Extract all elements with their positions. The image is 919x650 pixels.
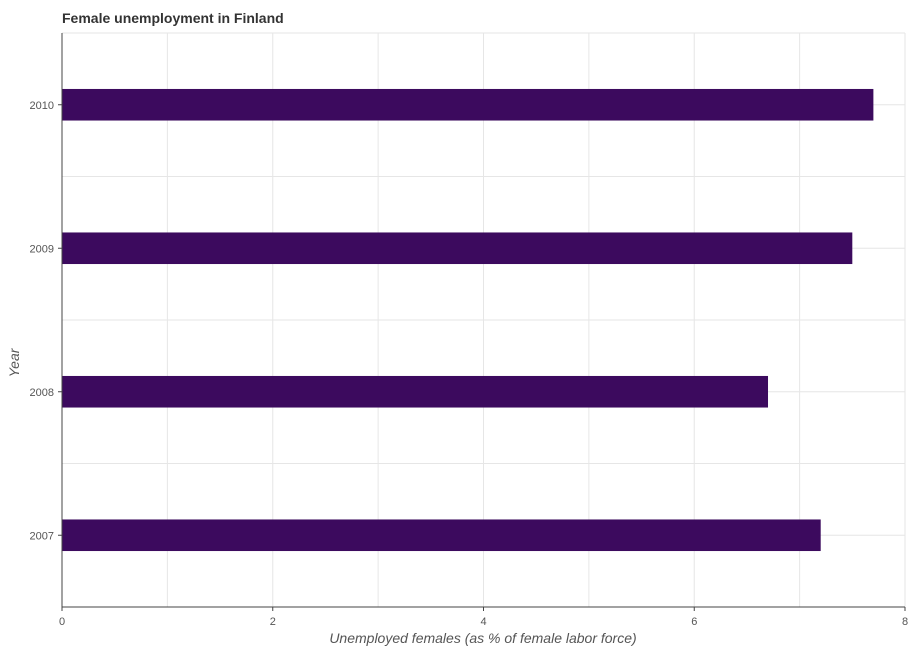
x-tick-label: 0 bbox=[59, 616, 65, 628]
bars bbox=[62, 88, 874, 552]
x-tick-label: 4 bbox=[480, 616, 486, 628]
bar-2010 bbox=[62, 88, 874, 121]
x-tick-label: 8 bbox=[902, 616, 908, 628]
y-tick-label: 2010 bbox=[30, 100, 54, 112]
x-tick-label: 6 bbox=[691, 616, 697, 628]
y-tick-label: 2007 bbox=[30, 530, 54, 542]
axes bbox=[58, 33, 906, 611]
x-axis-label: Unemployed females (as % of female labor… bbox=[329, 630, 636, 646]
bar-2007 bbox=[62, 519, 821, 552]
y-tick-label: 2008 bbox=[30, 387, 54, 399]
x-tick-label: 2 bbox=[270, 616, 276, 628]
chart-title: Female unemployment in Finland bbox=[62, 10, 284, 26]
y-axis-label: Year bbox=[6, 347, 22, 377]
bar-2009 bbox=[62, 232, 853, 265]
ticks: 2007 2008 2009 2010 0 2 4 6 8 bbox=[30, 100, 909, 628]
y-tick-label: 2009 bbox=[30, 243, 54, 255]
bar-2008 bbox=[62, 375, 769, 408]
